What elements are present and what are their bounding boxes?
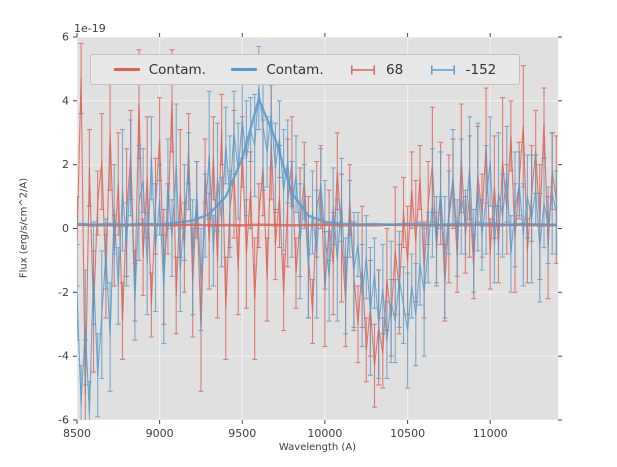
red-line-swatch-icon — [113, 68, 140, 71]
legend: Contam. Contam. 68 -152 — [90, 54, 520, 85]
y-tick-label: 0 — [62, 222, 69, 235]
x-tick-label: 10500 — [390, 427, 425, 440]
y-tick-label: -2 — [58, 286, 69, 299]
legend-label: Contam. — [148, 61, 206, 78]
x-axis-label: Wavelength (A) — [278, 442, 357, 453]
legend-item: -152 — [429, 61, 497, 78]
red-errorbar-swatch-icon — [351, 64, 375, 75]
y-tick-label: 4 — [62, 94, 69, 107]
x-tick-label: 9500 — [228, 427, 256, 440]
x-tick-label: 9000 — [146, 427, 174, 440]
y-tick-label: -4 — [58, 350, 69, 363]
blue-errorbar-swatch-icon — [430, 64, 455, 75]
legend-item: 68 — [349, 62, 403, 78]
y-tick-label: -6 — [58, 414, 69, 427]
series-contam-blue-model — [77, 98, 557, 226]
y-axis-offset-text: 1e-19 — [74, 22, 106, 35]
data-layer — [77, 42, 558, 420]
axes-ticks: 8500 9000 9500 10000 10500 11000 -6 -4 -2 0 2 4 6 — [58, 31, 562, 440]
x-tick-label: 10000 — [307, 427, 342, 440]
y-tick-label: 6 — [62, 31, 69, 44]
legend-label: 68 — [386, 61, 404, 78]
y-tick-label: 2 — [62, 158, 69, 171]
x-tick-label: 8500 — [63, 427, 91, 440]
legend-label: -152 — [465, 61, 497, 78]
x-tick-label: 11000 — [473, 427, 508, 440]
legend-item: Contam. — [113, 61, 206, 78]
legend-label: Contam. — [266, 61, 324, 78]
legend-item: Contam. — [231, 61, 324, 78]
y-axis-label: Flux (erg/s/cm^2/A) — [18, 177, 30, 279]
blue-line-swatch-icon — [231, 68, 258, 71]
